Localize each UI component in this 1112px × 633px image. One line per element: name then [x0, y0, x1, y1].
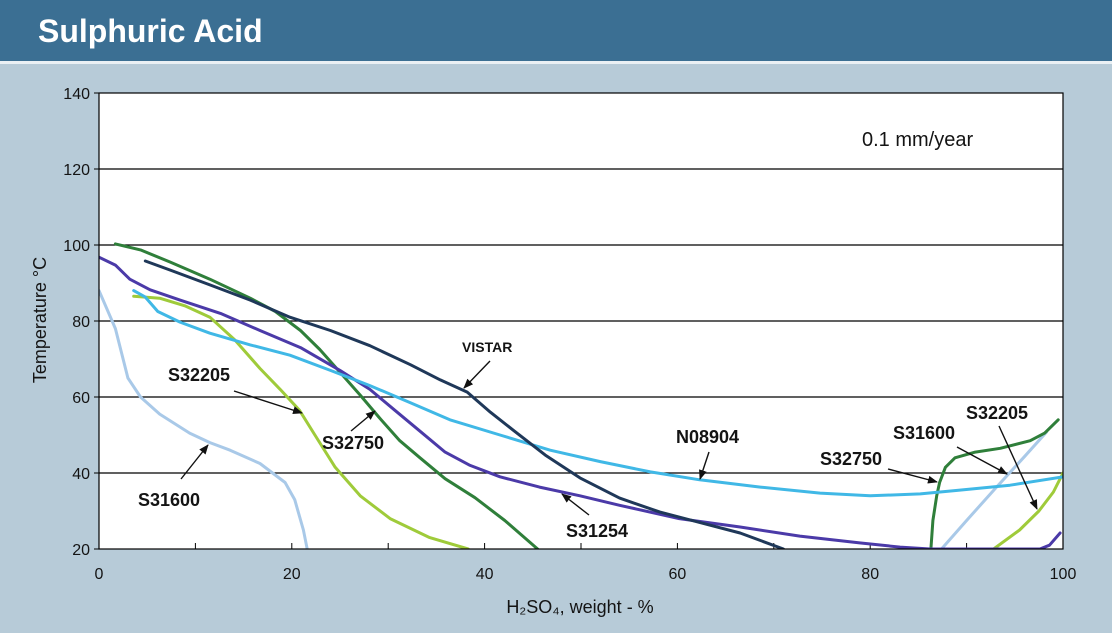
- y-tick-label: 100: [63, 238, 90, 255]
- callout-label-s32205: S32205: [168, 365, 230, 385]
- callout-arrow-n08904: [699, 451, 710, 480]
- callout-arrow-s32205: [233, 390, 303, 415]
- x-tick-label: 40: [476, 566, 494, 583]
- callout-arrow-s32750: [350, 410, 376, 432]
- plot-border: [98, 92, 1064, 550]
- callout-arrow-s31254: [561, 493, 590, 516]
- x-tick-label: 20: [283, 566, 301, 583]
- callout-label-s31254: S31254: [566, 521, 628, 541]
- x-tick-label: 0: [95, 566, 104, 583]
- callout-arrow-s32750: [887, 468, 938, 484]
- series-lines: [99, 242, 1063, 549]
- callout-arrow-s31600: [956, 446, 1008, 475]
- series-line-vistar: [143, 259, 785, 549]
- series-line-s32750-2: [929, 418, 1060, 549]
- x-tick-label: 80: [861, 566, 879, 583]
- callout-arrow-s31600: [180, 444, 209, 480]
- callout-label-s32750: S32750: [322, 433, 384, 453]
- y-axis-ticks: 20 40 60 80 100 120 140: [63, 86, 99, 559]
- callout-label-s31600: S31600: [893, 423, 955, 443]
- callout-label-n08904: N08904: [676, 427, 739, 447]
- y-tick-label: 80: [72, 314, 90, 331]
- y-tick-label: 60: [72, 390, 90, 407]
- page-title: Sulphuric Acid: [38, 13, 263, 49]
- y-tick-label: 20: [72, 542, 90, 559]
- callout-label-s32205: S32205: [966, 403, 1028, 423]
- y-tick-label: 140: [63, 86, 90, 103]
- series-line-s31254: [99, 255, 1062, 549]
- callout-arrow-s32205: [998, 425, 1038, 510]
- rate-annotation: 0.1 mm/year: [862, 129, 973, 151]
- series-line-s31600-2: [940, 430, 1049, 549]
- callout-label-vistar: VISTAR: [462, 339, 512, 355]
- x-axis-label: H₂SO₄, weight - %: [506, 597, 653, 617]
- series-line-s32205-2: [992, 471, 1063, 549]
- series-line-s32205-1: [132, 294, 470, 549]
- x-tick-label: 60: [669, 566, 687, 583]
- x-tick-label: 100: [1050, 566, 1077, 583]
- series-callouts: VISTAR S32205 S32750 S31600 S31254 N08904 S327…: [138, 339, 1038, 541]
- y-tick-label: 40: [72, 466, 90, 483]
- callout-label-s32750: S32750: [820, 449, 882, 469]
- y-axis-label: Temperature °C: [30, 257, 50, 383]
- callout-arrow-vistar: [463, 360, 491, 389]
- header-bar: Sulphuric Acid: [0, 0, 1112, 64]
- x-axis-ticks: 0 20 40 60 80 100: [95, 543, 1077, 583]
- callout-label-s31600: S31600: [138, 490, 200, 510]
- y-tick-label: 120: [63, 162, 90, 179]
- series-line-n08904: [132, 289, 1063, 498]
- series-line-s32750-1: [113, 242, 540, 549]
- series-line-s31600-1: [99, 289, 309, 549]
